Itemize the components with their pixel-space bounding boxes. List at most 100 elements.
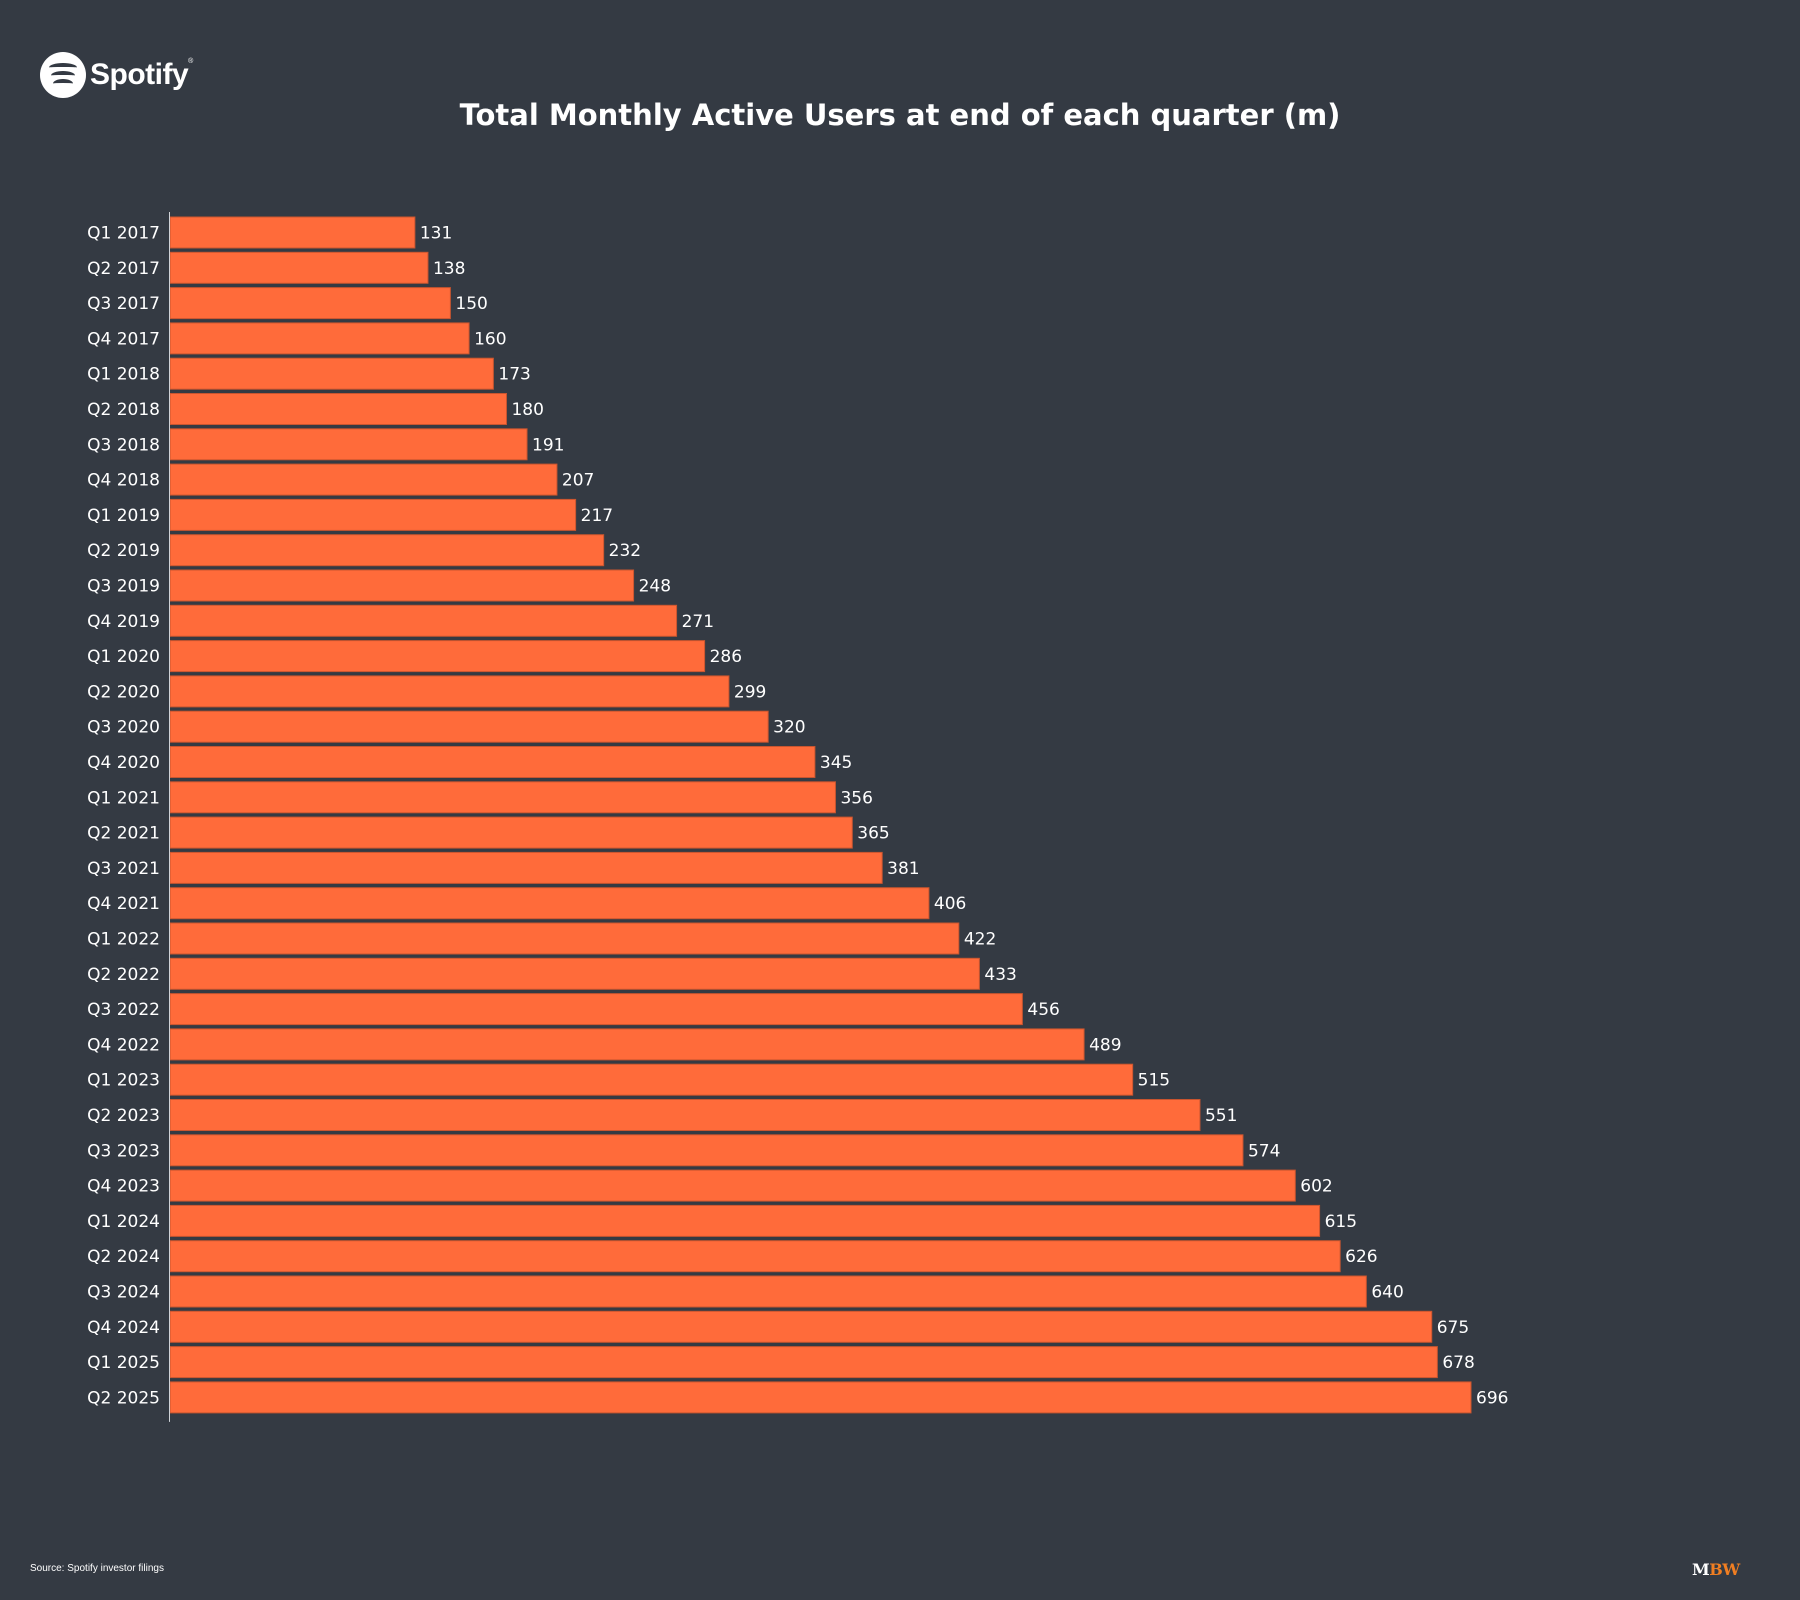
data-label: 574 bbox=[1248, 1141, 1280, 1161]
data-label: 602 bbox=[1300, 1177, 1332, 1197]
category-label: Q4 2018 bbox=[87, 471, 160, 491]
data-label: 489 bbox=[1089, 1035, 1121, 1055]
bar-q3-2018 bbox=[169, 428, 528, 461]
source-note: Source: Spotify investor filings bbox=[30, 1563, 164, 1574]
data-label: 173 bbox=[498, 365, 530, 385]
data-label: 433 bbox=[984, 965, 1016, 985]
data-label: 150 bbox=[455, 294, 487, 314]
mbw-logo: MBW bbox=[1692, 1560, 1740, 1579]
category-label: Q1 2020 bbox=[87, 647, 160, 667]
category-label: Q3 2020 bbox=[87, 718, 160, 738]
chart-title: Total Monthly Active Users at end of eac… bbox=[459, 98, 1341, 132]
bar-q4-2019 bbox=[169, 604, 678, 637]
bar-q2-2024 bbox=[169, 1240, 1341, 1273]
bar-q2-2022 bbox=[169, 957, 980, 990]
bar-q3-2019 bbox=[169, 569, 635, 602]
category-label: Q2 2024 bbox=[87, 1247, 160, 1267]
category-label: Q4 2019 bbox=[87, 612, 160, 632]
data-label: 422 bbox=[964, 930, 996, 950]
category-label: Q1 2018 bbox=[87, 365, 160, 385]
category-label: Q1 2025 bbox=[87, 1353, 160, 1373]
data-label: 180 bbox=[511, 400, 543, 420]
bar-q4-2021 bbox=[169, 887, 930, 920]
bar-q1-2017 bbox=[169, 216, 416, 249]
bar-q4-2017 bbox=[169, 322, 470, 355]
data-label: 678 bbox=[1442, 1353, 1474, 1373]
data-label: 456 bbox=[1027, 1000, 1059, 1020]
data-label: 138 bbox=[433, 259, 465, 279]
data-label: 551 bbox=[1205, 1106, 1237, 1126]
data-label: 248 bbox=[639, 577, 671, 597]
data-label: 640 bbox=[1371, 1283, 1403, 1303]
category-label: Q1 2021 bbox=[87, 788, 160, 808]
category-label: Q4 2024 bbox=[87, 1318, 160, 1338]
bar-q3-2020 bbox=[169, 710, 769, 743]
bar-q1-2020 bbox=[169, 640, 706, 673]
category-label: Q1 2019 bbox=[87, 506, 160, 526]
bar-q1-2021 bbox=[169, 781, 836, 814]
bar-q3-2022 bbox=[169, 993, 1023, 1026]
data-label: 286 bbox=[710, 647, 742, 667]
bar-q1-2019 bbox=[169, 498, 577, 531]
category-label: Q1 2024 bbox=[87, 1212, 160, 1232]
category-label: Q2 2019 bbox=[87, 541, 160, 561]
bar-q4-2024 bbox=[169, 1310, 1433, 1343]
category-label: Q2 2021 bbox=[87, 824, 160, 844]
bar-q2-2021 bbox=[169, 816, 853, 849]
category-label: Q1 2023 bbox=[87, 1071, 160, 1091]
category-label: Q1 2022 bbox=[87, 930, 160, 950]
bar-q1-2023 bbox=[169, 1063, 1134, 1096]
bar-q3-2023 bbox=[169, 1134, 1244, 1167]
bar-q1-2025 bbox=[169, 1346, 1438, 1379]
data-label: 515 bbox=[1138, 1071, 1170, 1091]
bar-q3-2021 bbox=[169, 851, 883, 884]
category-label: Q3 2024 bbox=[87, 1283, 160, 1303]
data-label: 160 bbox=[474, 329, 506, 349]
data-label: 232 bbox=[609, 541, 641, 561]
spotify-wordmark: Spotify® bbox=[90, 58, 193, 91]
bar-q2-2019 bbox=[169, 534, 605, 567]
category-label: Q4 2017 bbox=[87, 329, 160, 349]
bar-q1-2024 bbox=[169, 1204, 1321, 1237]
category-label: Q2 2020 bbox=[87, 682, 160, 702]
bar-q3-2024 bbox=[169, 1275, 1367, 1308]
data-label: 356 bbox=[840, 788, 872, 808]
category-label: Q3 2017 bbox=[87, 294, 160, 314]
data-label: 626 bbox=[1345, 1247, 1377, 1267]
spotify-logo: Spotify® bbox=[40, 52, 193, 98]
category-label: Q3 2022 bbox=[87, 1000, 160, 1020]
data-label: 271 bbox=[682, 612, 714, 632]
data-label: 191 bbox=[532, 435, 564, 455]
bar-q2-2025 bbox=[169, 1381, 1472, 1414]
bar-q2-2017 bbox=[169, 251, 429, 284]
data-label: 675 bbox=[1437, 1318, 1469, 1338]
data-label: 131 bbox=[420, 224, 452, 244]
data-label: 217 bbox=[581, 506, 613, 526]
data-label: 696 bbox=[1476, 1388, 1508, 1408]
category-label: Q2 2022 bbox=[87, 965, 160, 985]
bar-q4-2018 bbox=[169, 463, 558, 496]
bar-q4-2022 bbox=[169, 1028, 1085, 1061]
data-label: 207 bbox=[562, 471, 594, 491]
category-label: Q3 2023 bbox=[87, 1141, 160, 1161]
category-label: Q2 2018 bbox=[87, 400, 160, 420]
category-label: Q1 2017 bbox=[87, 224, 160, 244]
category-label: Q2 2023 bbox=[87, 1106, 160, 1126]
data-label: 320 bbox=[773, 718, 805, 738]
bar-q4-2020 bbox=[169, 746, 816, 778]
data-label: 615 bbox=[1325, 1212, 1357, 1232]
bar-q4-2023 bbox=[169, 1169, 1296, 1202]
category-label: Q2 2017 bbox=[87, 259, 160, 279]
spotify-icon bbox=[40, 52, 86, 98]
category-label: Q4 2020 bbox=[87, 753, 160, 773]
bar-q2-2018 bbox=[169, 393, 507, 425]
bar-q3-2017 bbox=[169, 287, 451, 320]
bars-group: Q1 2017 131 Q2 2017 138 Q3 2017 150 Q4 2017 160… bbox=[87, 216, 1508, 1414]
category-label: Q3 2018 bbox=[87, 435, 160, 455]
data-label: 381 bbox=[887, 859, 919, 879]
category-label: Q3 2021 bbox=[87, 859, 160, 879]
category-label: Q4 2021 bbox=[87, 894, 160, 914]
category-label: Q2 2025 bbox=[87, 1388, 160, 1408]
data-label: 299 bbox=[734, 682, 766, 702]
